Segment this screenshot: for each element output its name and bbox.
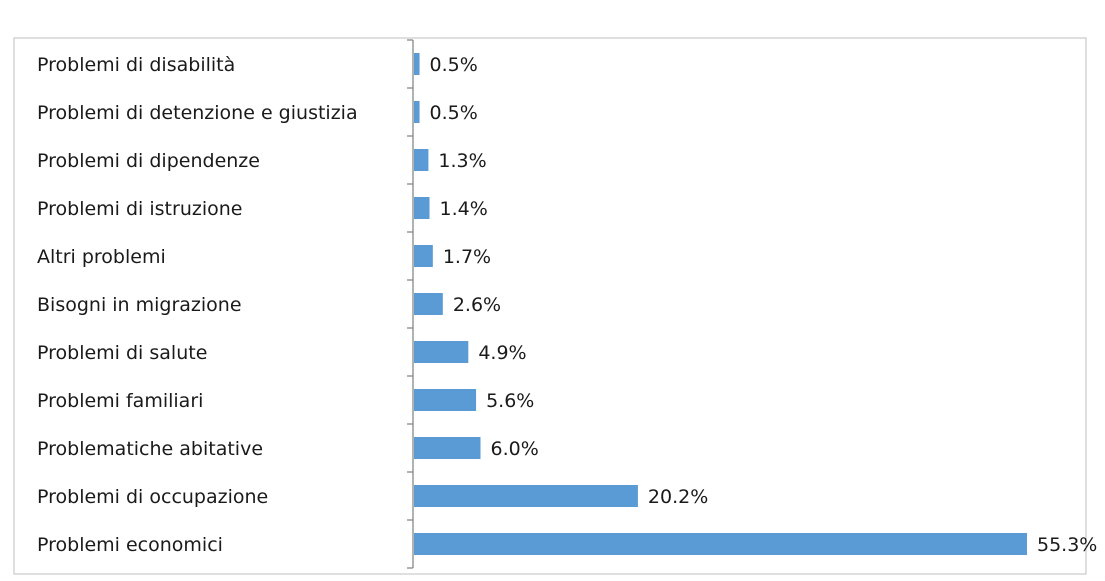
category-axis xyxy=(407,39,414,569)
bar xyxy=(414,101,420,123)
bar xyxy=(414,485,638,507)
category-label: Altri problemi xyxy=(37,246,166,268)
bar xyxy=(414,53,420,75)
category-label: Bisogni in migrazione xyxy=(37,294,242,316)
bar xyxy=(414,389,477,411)
category-label: Problemi di istruzione xyxy=(37,198,242,220)
value-labels: 0.5% 0.5% 1.3% 1.4% 1.7% 2.6% 4.9% 5.6% 6.0% 20.2… xyxy=(430,54,1098,556)
category-label: Problemi economici xyxy=(37,534,223,556)
category-label: Problemi di occupazione xyxy=(37,486,268,508)
data-label: 2.6% xyxy=(453,294,501,316)
data-label: 0.5% xyxy=(430,102,478,124)
bar xyxy=(414,197,430,219)
chart-frame xyxy=(13,37,1087,575)
data-label: 20.2% xyxy=(648,486,708,508)
bar xyxy=(414,293,443,315)
data-label: 4.9% xyxy=(478,342,526,364)
data-label: 6.0% xyxy=(491,438,539,460)
bar xyxy=(414,437,481,459)
bar xyxy=(414,533,1027,555)
data-label: 1.3% xyxy=(438,150,486,172)
category-label: Problemi di salute xyxy=(37,342,207,364)
data-label: 1.4% xyxy=(440,198,488,220)
category-label: Problemi familiari xyxy=(37,390,203,412)
bars xyxy=(414,53,1027,555)
data-label: 55.3% xyxy=(1037,534,1097,556)
data-label: 0.5% xyxy=(430,54,478,76)
bar xyxy=(414,245,433,267)
data-label: 1.7% xyxy=(443,246,491,268)
category-label: Problemi di detenzione e giustizia xyxy=(37,102,358,124)
category-label: Problemi di disabilità xyxy=(37,54,235,76)
category-label: Problemi di dipendenze xyxy=(37,150,260,172)
bar xyxy=(414,341,469,363)
category-labels: Problemi di disabilità Problemi di detenz… xyxy=(37,54,358,556)
category-label: Problematiche abitative xyxy=(37,438,263,460)
bar xyxy=(414,149,429,171)
data-label: 5.6% xyxy=(486,390,534,412)
